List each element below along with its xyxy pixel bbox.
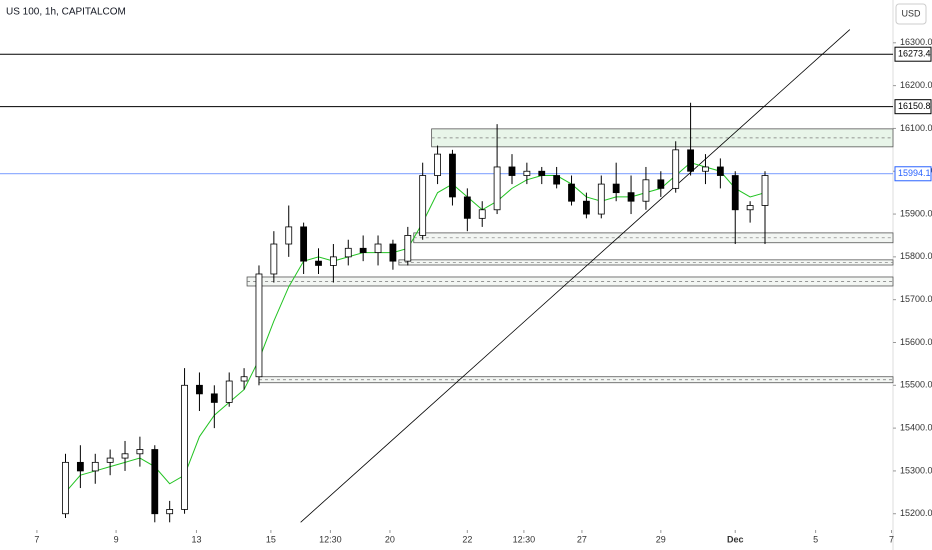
candle-body	[508, 166, 516, 176]
candle-body	[136, 449, 144, 455]
moving-average	[65, 162, 766, 493]
candle-body	[210, 393, 218, 403]
y-tick-label: 15500.0	[900, 380, 932, 390]
candle-body	[344, 247, 352, 258]
candle-body	[106, 457, 114, 463]
candle-body	[538, 170, 546, 176]
candle-body	[285, 226, 293, 245]
candle-body	[731, 175, 739, 211]
candle-body	[449, 153, 456, 198]
zone	[413, 232, 894, 244]
candle-body	[657, 179, 665, 189]
candle-body	[225, 380, 233, 403]
candle-body	[270, 243, 278, 275]
candle-body	[687, 149, 694, 172]
y-tick-label: 16100.0	[900, 123, 932, 133]
x-tick-label: 29	[656, 534, 666, 544]
candle-body	[91, 461, 99, 472]
candle-body	[583, 200, 590, 215]
candle-body	[553, 175, 561, 185]
candle-body	[240, 376, 248, 382]
candle-body	[612, 183, 620, 194]
candle-body	[255, 273, 263, 378]
candle-body	[463, 196, 471, 219]
candle-body	[166, 509, 174, 515]
y-tick-label: 15700.0	[900, 294, 932, 304]
candle-body	[478, 209, 486, 219]
x-tick-label: 27	[577, 534, 587, 544]
candle-body	[196, 384, 203, 395]
y-tick-label: 15600.0	[900, 337, 932, 347]
x-tick-label: 13	[191, 534, 201, 544]
x-tick-label: 15	[266, 534, 276, 544]
candle-body	[597, 183, 605, 215]
candle-body	[434, 153, 441, 176]
x-tick-label: 22	[462, 534, 472, 544]
candle-body	[746, 205, 754, 211]
currency: USD	[901, 8, 921, 18]
candle-body	[389, 243, 397, 262]
candle-body	[121, 453, 129, 459]
x-tick-label: 20	[385, 534, 395, 544]
candle-body	[642, 179, 650, 202]
candle-body	[76, 461, 84, 472]
candle-body	[181, 384, 188, 510]
currency-box[interactable]	[895, 3, 927, 25]
candle-body	[568, 183, 575, 202]
chart-title: US 100, 1h, CAPITALCOM	[6, 7, 126, 18]
x-tick-label: Dec	[727, 534, 744, 544]
y-tick-label: 15900.0	[900, 208, 932, 218]
y-tick-label: 16300.0	[900, 37, 932, 47]
x-tick-label: 12:30	[319, 534, 342, 544]
price-tag-label: 16150.8	[898, 101, 931, 111]
candle-body	[151, 449, 159, 515]
candle-body	[315, 260, 322, 266]
price-tag	[894, 46, 932, 62]
candle-body	[300, 226, 308, 262]
x-tick-label: 7	[34, 534, 39, 544]
candle-body	[716, 166, 724, 176]
x-tick-label: 7	[889, 534, 894, 544]
zone	[258, 376, 894, 384]
candle-body	[523, 170, 531, 176]
x-tick-label: 12:30	[513, 534, 536, 544]
last-price-label: 15994.1	[898, 168, 931, 178]
y-tick-label: 15200.0	[900, 508, 932, 518]
candle-body	[761, 175, 769, 206]
x-tick-label: 5	[813, 534, 818, 544]
y-tick-label: 15300.0	[900, 465, 932, 475]
trendline	[300, 29, 851, 523]
last-price-tag	[894, 166, 932, 182]
candle-body	[702, 166, 709, 172]
candle-body	[404, 235, 412, 262]
y-tick-label: 15800.0	[900, 251, 932, 261]
candle-body	[359, 247, 367, 253]
candle-body	[627, 192, 635, 202]
y-tick-label: 15400.0	[900, 422, 932, 432]
candle-body	[374, 243, 382, 253]
price-tag-label: 16273.4	[898, 49, 931, 59]
candle-body	[672, 149, 680, 189]
price-tag	[894, 99, 932, 115]
candle-body	[419, 175, 427, 236]
candle-body	[329, 256, 337, 266]
candle-body	[62, 461, 69, 515]
candle-body	[493, 166, 501, 211]
y-tick-label: 16200.0	[900, 80, 932, 90]
x-tick-label: 9	[114, 534, 119, 544]
